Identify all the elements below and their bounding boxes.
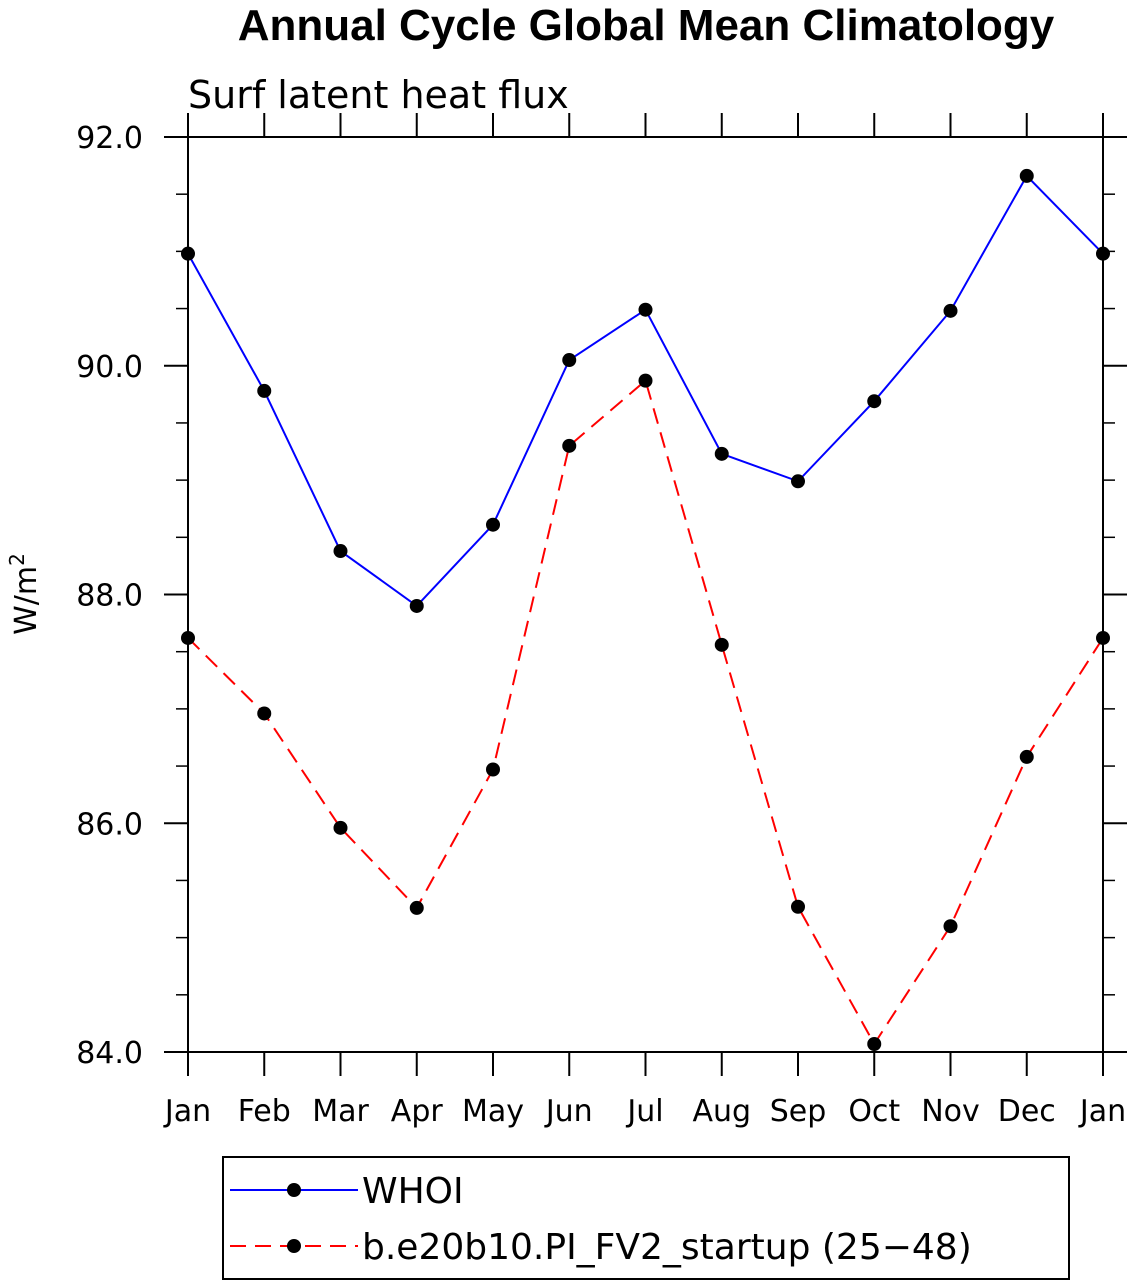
data-point (333, 544, 348, 559)
x-tick-label: Feb (238, 1094, 291, 1129)
data-point (486, 762, 500, 777)
y-tick-label: 86.0 (76, 807, 143, 842)
data-point (791, 474, 805, 489)
data-point (409, 598, 424, 613)
data-point (1019, 749, 1034, 764)
data-point (562, 353, 577, 368)
y-tick-label: 92.0 (76, 121, 143, 156)
axis-tick-labels: Jan Feb Mar Apr May Jun Jul Aug Sep Oct Nov Dec Jan 8… (76, 121, 1126, 1129)
y-axis-label-superscript: 2 (5, 553, 29, 566)
legend-label: WHOI (362, 1171, 464, 1212)
y-tick-label: 90.0 (76, 350, 143, 385)
data-point (943, 919, 958, 934)
chart-subtitle: Surf latent heat flux (188, 73, 569, 117)
data-point (1096, 630, 1110, 645)
data-point (409, 900, 424, 915)
chart-title: Annual Cycle Global Mean Climatology (238, 1, 1055, 50)
y-axis-label-text: W/m (9, 566, 44, 635)
data-point (714, 446, 729, 461)
data-point (1019, 168, 1034, 183)
data-point (638, 373, 653, 388)
x-tick-label: Dec (998, 1094, 1056, 1129)
data-point (486, 517, 500, 532)
axis-ticks (164, 113, 1127, 1076)
legend-marker (287, 1239, 301, 1253)
y-tick-label: 84.0 (76, 1036, 143, 1071)
x-tick-label: Nov (921, 1094, 980, 1129)
y-tick-label: 88.0 (76, 579, 143, 614)
data-point (638, 302, 653, 317)
x-tick-label: Oct (848, 1094, 900, 1129)
svg-text:W/m2: W/m2 (5, 553, 44, 635)
data-point (791, 899, 805, 914)
data-point (181, 246, 195, 261)
y-axis-label: W/m2 (5, 553, 44, 635)
data-point (257, 383, 272, 398)
legend-box (222, 1156, 1070, 1280)
legend-items: WHOI b.e20b10.PI_FV2_startup (25−48) (230, 1171, 972, 1268)
data-point (714, 637, 729, 652)
plot-frame (187, 136, 1104, 1053)
x-tick-label: Sep (770, 1094, 827, 1129)
data-point (257, 706, 272, 721)
x-tick-label: Aug (692, 1094, 751, 1129)
x-tick-label: Mar (312, 1094, 369, 1129)
data-point (1096, 246, 1110, 261)
data-point (333, 820, 348, 835)
x-tick-label: Jun (544, 1094, 593, 1129)
x-tick-label: Jan (163, 1094, 211, 1129)
x-tick-label: Jan (1078, 1094, 1126, 1129)
data-point (867, 1036, 882, 1051)
data-point (943, 303, 958, 318)
data-point (181, 630, 195, 645)
data-series (181, 168, 1110, 1051)
x-tick-label: May (462, 1094, 524, 1129)
legend: WHOI b.e20b10.PI_FV2_startup (25−48) (222, 1156, 1070, 1280)
legend-label: b.e20b10.PI_FV2_startup (25−48) (362, 1227, 972, 1268)
series-line-1 (187, 378, 1104, 1046)
data-point (562, 438, 577, 453)
series-line-0 (187, 174, 1104, 608)
legend-marker (287, 1183, 301, 1197)
x-tick-label: Apr (391, 1094, 444, 1129)
data-point (867, 394, 882, 409)
x-tick-label: Jul (625, 1094, 663, 1129)
